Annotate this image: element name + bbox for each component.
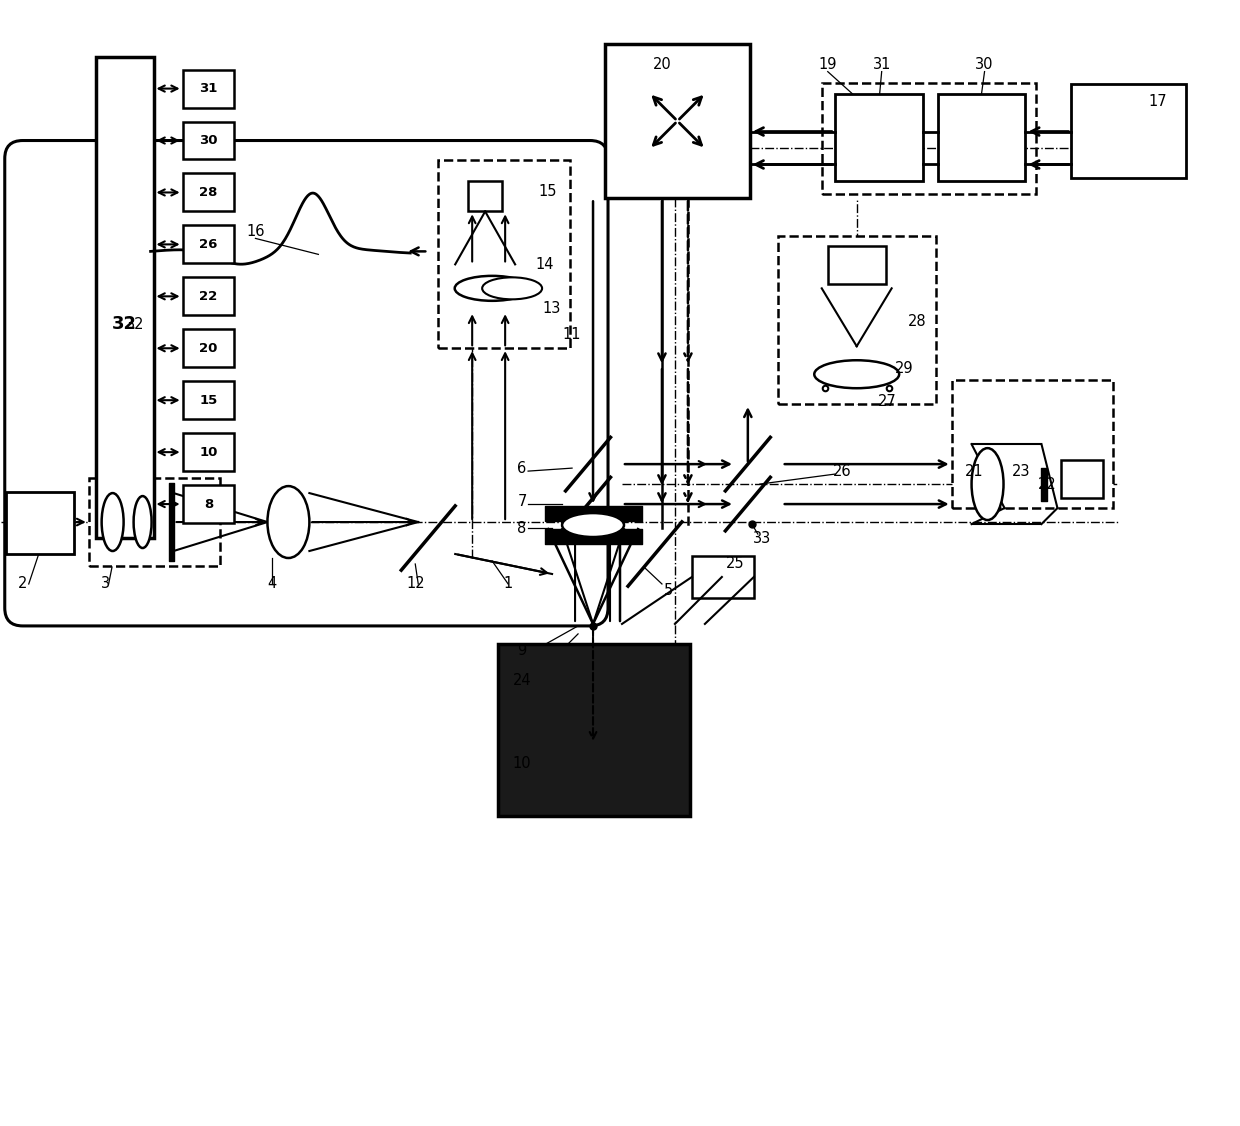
Bar [438, 161, 570, 348]
Bar [937, 93, 1025, 181]
Text: 31: 31 [200, 82, 218, 95]
Text: 5: 5 [663, 583, 672, 598]
Text: 15: 15 [200, 394, 218, 406]
Text: 30: 30 [200, 134, 218, 148]
Bar [182, 70, 234, 108]
Bar [605, 44, 750, 198]
Text: 21: 21 [965, 464, 983, 479]
Text: 8: 8 [203, 498, 213, 510]
Bar [182, 485, 234, 524]
Text: 23: 23 [1012, 464, 1030, 479]
Text: 28: 28 [909, 314, 928, 329]
Bar [469, 181, 502, 212]
Ellipse shape [972, 448, 1003, 520]
Text: 3: 3 [102, 577, 110, 591]
Ellipse shape [562, 513, 624, 537]
Text: 10: 10 [200, 446, 218, 458]
Text: 26: 26 [832, 464, 851, 479]
Text: 20: 20 [652, 57, 671, 72]
Ellipse shape [815, 360, 899, 388]
Bar [498, 644, 689, 815]
Text: 8: 8 [517, 520, 527, 536]
Ellipse shape [455, 276, 529, 301]
Bar [182, 225, 234, 263]
Text: 25: 25 [725, 556, 744, 572]
Ellipse shape [482, 277, 542, 300]
Text: 22: 22 [1038, 476, 1056, 492]
Text: 12: 12 [405, 577, 424, 591]
Bar [182, 122, 234, 160]
Bar [182, 434, 234, 471]
Text: 24: 24 [513, 673, 532, 688]
Text: 2: 2 [19, 577, 27, 591]
FancyBboxPatch shape [5, 141, 608, 626]
Text: 4: 4 [268, 577, 277, 591]
Text: 30: 30 [976, 57, 993, 72]
Text: 16: 16 [247, 224, 264, 239]
Text: 6: 6 [517, 461, 527, 475]
Bar [1071, 83, 1187, 179]
Bar [182, 382, 234, 419]
Text: 9: 9 [517, 643, 527, 659]
Bar [1061, 461, 1104, 498]
Text: 32: 32 [126, 316, 145, 332]
Bar [182, 173, 234, 212]
Text: 31: 31 [873, 57, 890, 72]
Text: 27: 27 [878, 394, 897, 409]
Text: 19: 19 [818, 57, 837, 72]
Text: 1: 1 [503, 577, 513, 591]
Text: 11: 11 [563, 327, 582, 342]
Text: 32: 32 [112, 315, 138, 333]
Bar [6, 492, 73, 554]
Bar [777, 236, 936, 404]
Bar [182, 277, 234, 315]
Bar [822, 82, 1037, 195]
Ellipse shape [268, 486, 310, 558]
Text: 17: 17 [1148, 95, 1167, 109]
Text: 26: 26 [200, 238, 218, 251]
Bar [692, 556, 754, 598]
Text: 22: 22 [200, 289, 218, 303]
Bar [835, 93, 923, 181]
Bar [95, 56, 154, 538]
Text: 20: 20 [200, 342, 218, 355]
Text: 13: 13 [543, 301, 562, 315]
Text: 29: 29 [895, 360, 914, 376]
Text: 14: 14 [536, 257, 554, 271]
Bar [828, 247, 885, 285]
Bar [88, 479, 221, 566]
Text: 15: 15 [539, 184, 557, 199]
Ellipse shape [102, 493, 124, 551]
Text: 7: 7 [517, 493, 527, 509]
Text: 10: 10 [513, 757, 532, 771]
Ellipse shape [134, 497, 151, 548]
Text: 28: 28 [200, 186, 218, 199]
Bar [182, 329, 234, 367]
Text: 33: 33 [753, 530, 771, 545]
Bar [951, 381, 1114, 508]
